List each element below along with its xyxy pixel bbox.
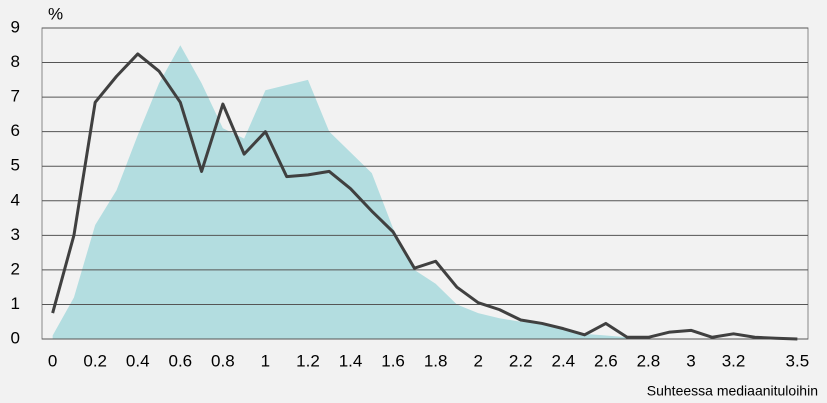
y-axis-label: %: [48, 4, 63, 23]
y-tick-label: 6: [11, 121, 20, 140]
y-tick-label: 9: [11, 17, 20, 36]
x-axis-label: Suhteessa mediaanituloihin: [647, 383, 818, 399]
line: [51, 52, 798, 341]
x-tick-label: 2.8: [637, 351, 661, 370]
x-tick-label: 1.6: [381, 351, 405, 370]
x-tick-label: 0.6: [168, 351, 192, 370]
y-tick-label: 2: [11, 259, 20, 278]
y-tick-label: 3: [11, 225, 20, 244]
x-tick-label: 2.2: [509, 351, 533, 370]
area: [52, 45, 798, 340]
x-tick-label: 0.2: [83, 351, 107, 370]
x-tick-label: 0.8: [211, 351, 235, 370]
x-tick-label: 1.2: [296, 351, 320, 370]
y-tick-label: 0: [11, 328, 20, 347]
y-tick-label: 5: [11, 156, 20, 175]
x-tick-label: 2.4: [551, 351, 575, 370]
x-tick-label: 1.8: [424, 351, 448, 370]
x-tick-label: 0.4: [126, 351, 150, 370]
x-tick-label: 3.2: [722, 351, 746, 370]
y-tick-label: 1: [11, 294, 20, 313]
y-tick-label: 8: [11, 52, 20, 71]
y-tick-label: 4: [11, 190, 20, 209]
x-tick-label: 1: [261, 351, 270, 370]
x-tick-label: 1.4: [339, 351, 363, 370]
x-tick-label: 2: [473, 351, 482, 370]
x-tick-label: 0: [48, 351, 57, 370]
x-tick-label: 3.5: [786, 351, 810, 370]
x-tick-label: 3: [686, 351, 695, 370]
y-tick-label: 7: [11, 87, 20, 106]
x-tick-label: 2.6: [594, 351, 618, 370]
